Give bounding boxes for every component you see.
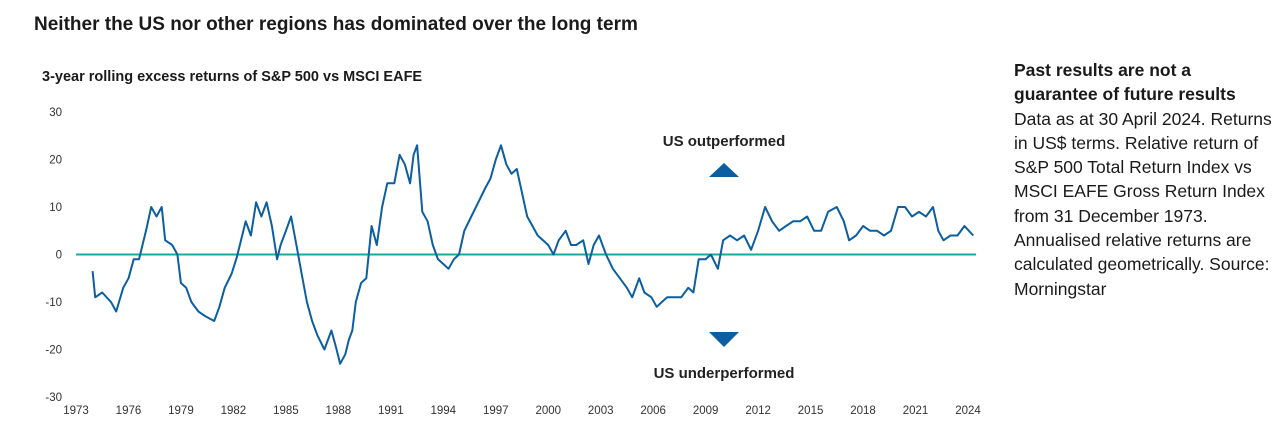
x-tick-label: 2024 bbox=[955, 405, 981, 417]
page-title: Neither the US nor other regions has dom… bbox=[34, 14, 638, 35]
down-arrow-icon bbox=[709, 332, 739, 347]
chart-title: 3-year rolling excess returns of S&P 500… bbox=[42, 69, 423, 85]
x-tick-label: 2012 bbox=[745, 405, 771, 417]
x-tick-label: 2003 bbox=[588, 405, 614, 417]
y-tick-label: -30 bbox=[45, 392, 62, 404]
side-note-heading: Past results are not a guarantee of futu… bbox=[1014, 60, 1236, 105]
x-tick-label: 2006 bbox=[640, 405, 666, 417]
annotation-underperformed: US underperformed bbox=[654, 365, 795, 382]
x-tick-label: 2015 bbox=[798, 405, 824, 417]
x-tick-label: 2000 bbox=[535, 405, 561, 417]
x-tick-label: 1979 bbox=[168, 405, 194, 417]
y-tick-label: -20 bbox=[45, 345, 62, 357]
x-tick-label: 1976 bbox=[116, 405, 142, 417]
x-tick-label: 1991 bbox=[378, 405, 404, 417]
y-tick-label: -10 bbox=[45, 297, 62, 309]
y-tick-label: 10 bbox=[49, 202, 62, 214]
x-tick-label: 1988 bbox=[326, 405, 352, 417]
side-note-body: Data as at 30 April 2024. Returns in US$… bbox=[1014, 108, 1272, 299]
x-tick-label: 1985 bbox=[273, 405, 299, 417]
y-tick-label: 0 bbox=[56, 250, 62, 262]
y-tick-label: 20 bbox=[49, 155, 62, 167]
x-tick-label: 1973 bbox=[63, 405, 89, 417]
x-tick-label: 1997 bbox=[483, 405, 509, 417]
side-note: Past results are not a guarantee of futu… bbox=[1014, 58, 1274, 301]
up-arrow-icon bbox=[709, 163, 739, 177]
series-line bbox=[91, 144, 974, 365]
x-tick-label: 2009 bbox=[693, 405, 719, 417]
y-tick-label: 30 bbox=[49, 107, 62, 119]
annotation-outperformed: US outperformed bbox=[663, 133, 786, 150]
x-tick-label: 2018 bbox=[850, 405, 876, 417]
x-tick-label: 1994 bbox=[430, 405, 456, 417]
x-tick-label: 2021 bbox=[903, 405, 929, 417]
x-tick-label: 1982 bbox=[221, 405, 247, 417]
